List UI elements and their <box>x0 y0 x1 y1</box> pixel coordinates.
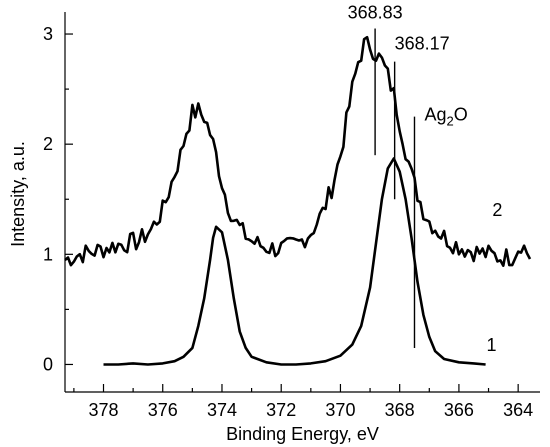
x-tick-label: 376 <box>148 400 178 420</box>
x-tick-label: 366 <box>444 400 474 420</box>
axes-layer: 378 376 374 372 370 368 366 364 0 1 2 3 <box>43 12 540 420</box>
curves-layer <box>64 35 532 366</box>
y-tick-label: 1 <box>43 244 53 264</box>
spectrum-line-1 <box>103 157 486 366</box>
x-axis-title: Binding Energy, eV <box>226 424 379 444</box>
series-label: 2 <box>492 200 502 220</box>
annotations-layer: 368.83 368.17 Ag2O 2 1 <box>348 3 503 356</box>
y-tick-label: 0 <box>43 354 53 374</box>
x-tick-label: 378 <box>88 400 118 420</box>
y-axis-title: Intensity, a.u. <box>8 141 28 247</box>
x-tick-label: 372 <box>266 400 296 420</box>
spectrum-line-2 <box>64 35 532 267</box>
annotation-label: Ag2O <box>424 105 467 129</box>
y-tick-label: 3 <box>43 24 53 44</box>
x-tick-label: 364 <box>503 400 533 420</box>
x-tick-label: 368 <box>385 400 415 420</box>
series-label: 1 <box>486 335 496 355</box>
x-tick-label: 374 <box>207 400 237 420</box>
y-tick-label: 2 <box>43 134 53 154</box>
annotation-label: 368.83 <box>348 3 403 23</box>
annotation-label: 368.17 <box>395 34 450 54</box>
x-tick-label: 370 <box>325 400 355 420</box>
